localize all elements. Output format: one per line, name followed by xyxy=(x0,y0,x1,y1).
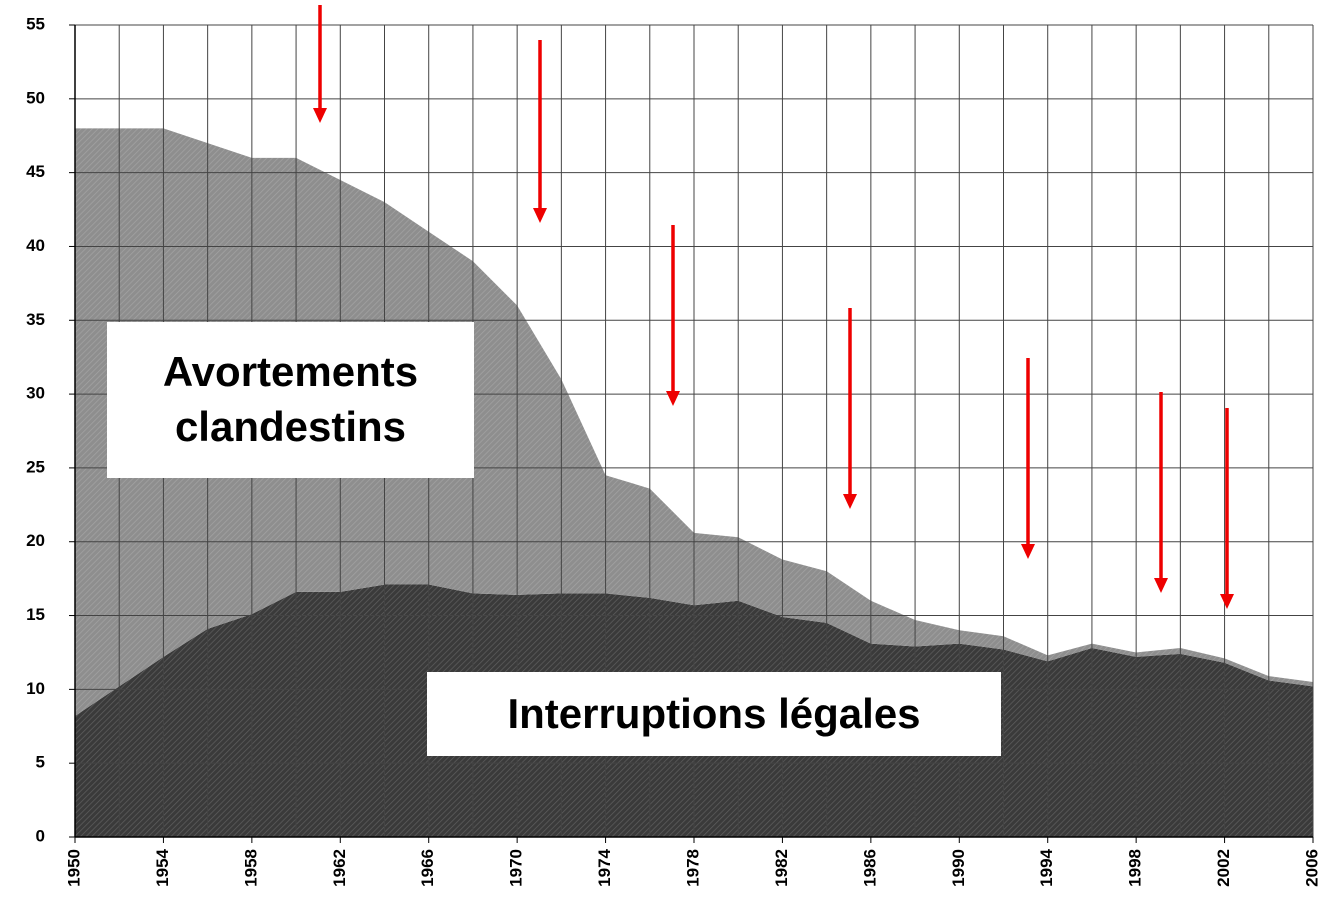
y-tick-label: 30 xyxy=(26,384,45,403)
x-tick-label: 1974 xyxy=(595,848,614,886)
x-tick-label: 1966 xyxy=(418,849,437,887)
y-tick-label: 10 xyxy=(26,679,45,698)
x-tick-label: 1998 xyxy=(1126,849,1145,887)
x-tick-label: 1962 xyxy=(330,849,349,887)
series-label: Avortements clandestins xyxy=(107,322,474,478)
y-tick-label: 50 xyxy=(26,88,45,107)
y-tick-label: 25 xyxy=(26,457,45,476)
y-tick-label: 5 xyxy=(36,753,45,772)
x-tick-label: 1978 xyxy=(683,849,702,887)
x-tick-label: 1986 xyxy=(860,849,879,887)
x-tick-label: 1958 xyxy=(241,849,260,887)
y-tick-label: 20 xyxy=(26,531,45,550)
x-tick-label: 1970 xyxy=(507,849,526,887)
y-tick-label: 55 xyxy=(26,14,45,33)
y-tick-label: 40 xyxy=(26,236,45,255)
x-tick-label: 1950 xyxy=(64,849,83,887)
y-tick-label: 45 xyxy=(26,162,45,181)
y-tick-label: 15 xyxy=(26,605,45,624)
x-tick-label: 2002 xyxy=(1214,849,1233,887)
x-tick-label: 2006 xyxy=(1302,849,1321,887)
series-label: Interruptions légales xyxy=(427,672,1001,756)
y-tick-label: 0 xyxy=(36,826,45,845)
x-tick-label: 1994 xyxy=(1037,848,1056,886)
x-tick-label: 1990 xyxy=(949,849,968,887)
y-tick-label: 35 xyxy=(26,310,45,329)
x-tick-label: 1982 xyxy=(772,849,791,887)
arrows xyxy=(313,5,1234,609)
x-tick-label: 1954 xyxy=(153,848,172,886)
